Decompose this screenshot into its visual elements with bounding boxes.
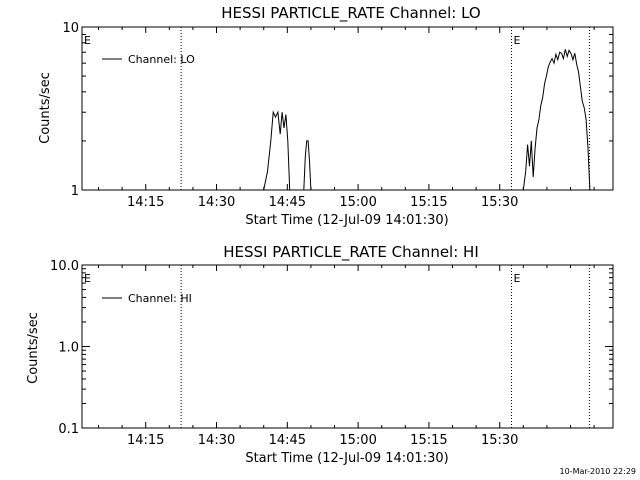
panel-lo-title: HESSI PARTICLE_RATE Channel: LO [221, 4, 480, 23]
x-tick-label: 15:00 [339, 433, 376, 448]
x-tick-label: 15:15 [410, 195, 447, 210]
panel-hi-legend: Channel: HI [102, 292, 192, 305]
x-tick-label: 14:15 [127, 195, 164, 210]
y-tick-label: 1 [71, 184, 79, 199]
y-tick-label: 0.1 [58, 422, 79, 437]
x-tick-label: 14:45 [269, 195, 306, 210]
y-tick-label: 1.0 [58, 341, 79, 356]
panel-lo: HESSI PARTICLE_RATE Channel: LO 14:15 14:… [38, 4, 614, 228]
panel-lo-series [263, 49, 591, 191]
panel-lo-xlabel: Start Time (12-Jul-09 14:01:30) [245, 213, 448, 228]
x-tick-label: 15:30 [481, 195, 518, 210]
panel-lo-ylabel: Counts/sec [38, 72, 53, 144]
panel-hi-xlabel: Start Time (12-Jul-09 14:01:30) [245, 451, 448, 466]
panel-hi-x-ticks: 14:15 14:30 14:45 15:00 15:15 15:30 [98, 265, 595, 448]
x-tick-label: 14:45 [269, 433, 306, 448]
panel-lo-x-ticks: 14:15 14:30 14:45 15:00 15:15 15:30 [98, 27, 595, 210]
timestamp: 10-Mar-2010 22:29 [560, 467, 637, 476]
x-tick-label: 14:30 [198, 433, 235, 448]
series-line [522, 49, 591, 191]
panel-hi-ylabel: Counts/sec [26, 312, 41, 384]
legend-label-hi: Channel: HI [128, 292, 192, 305]
x-tick-label: 14:30 [198, 195, 235, 210]
x-tick-label: 15:30 [481, 433, 518, 448]
panel-lo-legend: Channel: LO [102, 53, 195, 66]
x-tick-label: 14:15 [127, 433, 164, 448]
legend-label-lo: Channel: LO [128, 53, 195, 66]
marker-label: E [514, 272, 521, 285]
marker-label: E [84, 272, 91, 285]
y-tick-label: 10 [62, 21, 79, 36]
panel-hi-y-ticks: 0.1 1.0 10.0 [50, 259, 613, 437]
series-line [263, 110, 312, 191]
panel-hi: HESSI PARTICLE_RATE Channel: HI 14:15 14:… [26, 243, 614, 466]
marker-label: E [84, 34, 91, 47]
panel-hi-frame [81, 264, 614, 429]
x-tick-label: 15:00 [339, 195, 376, 210]
marker-label: E [514, 34, 521, 47]
panel-lo-frame [81, 26, 614, 191]
panel-hi-title: HESSI PARTICLE_RATE Channel: HI [223, 243, 479, 262]
panel-lo-y-ticks: 1 10 [62, 21, 613, 199]
x-tick-label: 15:15 [410, 433, 447, 448]
y-tick-label: 10.0 [50, 259, 79, 274]
